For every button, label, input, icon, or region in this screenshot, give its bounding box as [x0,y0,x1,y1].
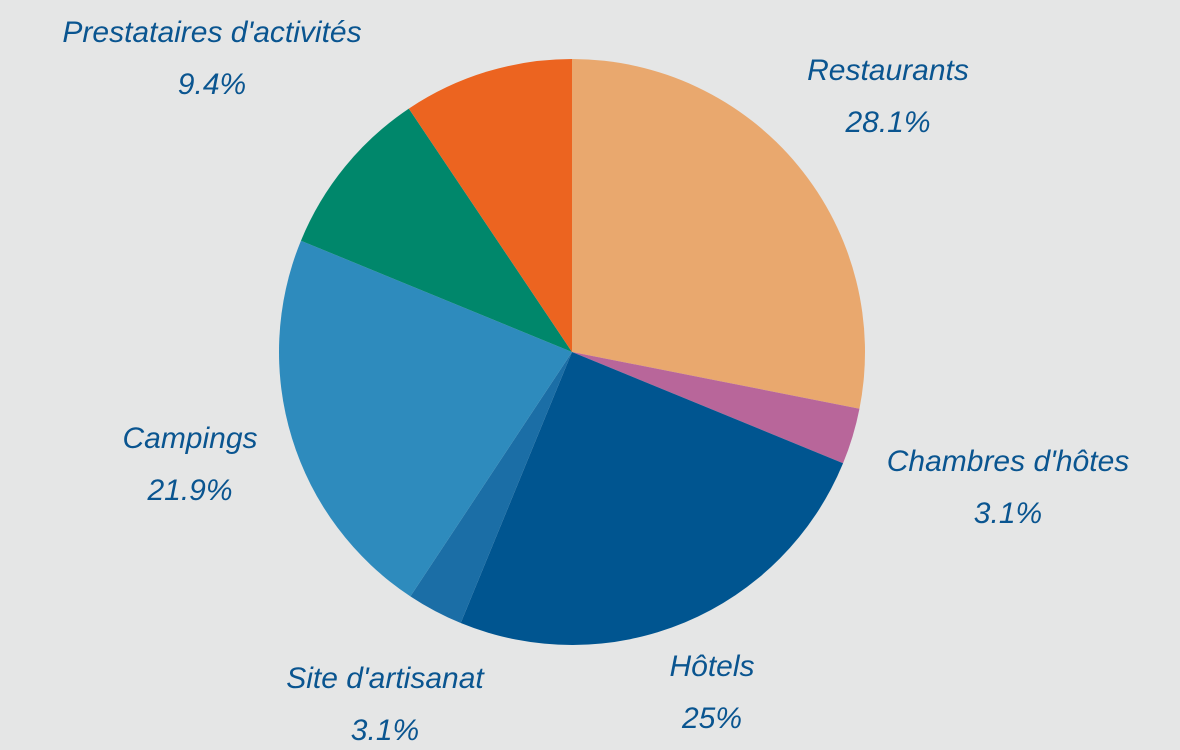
slice-value-label: 3.1% [974,497,1042,530]
slice-label: Prestataires d'activités [62,16,361,49]
slice-label: Chambres d'hôtes [887,445,1130,478]
slice-value-label: 25% [681,702,742,735]
slice-value-label: 3.1% [351,714,419,747]
pie-slice [408,59,572,352]
pie-slice [572,59,866,409]
pie-slice [410,352,572,624]
pie-slice [460,352,844,645]
pie-slice [300,108,572,352]
pie-slice [279,240,572,597]
slice-label: Campings [122,422,257,455]
slice-value-label: 9.4% [178,68,246,101]
pie-slice [572,352,860,464]
slice-label: Site d'artisanat [286,662,485,695]
slice-value-label: 21.9% [146,474,232,507]
slice-value-label: 28.1% [844,106,930,139]
slice-label: Restaurants [807,54,969,87]
slice-label: Hôtels [669,650,754,683]
